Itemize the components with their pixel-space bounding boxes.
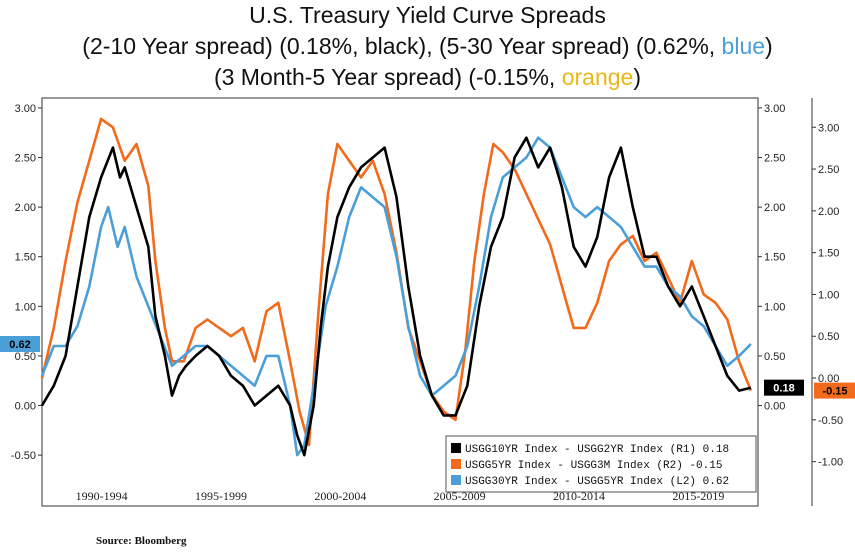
r2-tick-label-2: 2.00 xyxy=(818,206,839,218)
right-axis-r2: 3.00 2.50 2.00 1.50 1.00 0.50 0.00 -0.50 -1.00 xyxy=(811,98,843,506)
left-tick-label-4: 1.00 xyxy=(15,301,36,313)
source-note: Source: Bloomberg xyxy=(96,535,187,547)
r2-tick-label-4: 1.00 xyxy=(818,289,839,301)
r1-tick-label-3: 1.50 xyxy=(764,252,785,264)
legend-label-2: USGG30YR Index - USGG5YR Index (L2) 0.62 xyxy=(465,476,729,488)
left-axis-l2: 3.00 2.50 2.00 1.50 1.00 0.50 0.00 -0.50 xyxy=(11,103,42,462)
left-tick-label-2: 2.00 xyxy=(15,202,36,214)
title-blue-word: blue xyxy=(721,33,766,59)
value-badge-2 xyxy=(814,382,855,399)
left-tick-label-7: -0.50 xyxy=(11,450,36,462)
series-line-2 xyxy=(40,136,752,457)
r2-tick-label-5: 0.50 xyxy=(818,331,839,343)
value-badge-label-0: 0.62 xyxy=(9,339,30,351)
legend: USGG10YR Index - USGG2YR Index (R1) 0.18… xyxy=(445,435,757,493)
value-badge-label-2: -0.15 xyxy=(822,386,847,398)
r1-tick-label-2: 2.00 xyxy=(764,202,785,214)
legend-label-0: USGG10YR Index - USGG2YR Index (R1) 0.18 xyxy=(465,444,729,456)
r2-tick-label-0: 3.00 xyxy=(818,122,839,134)
left-tick-label-0: 3.00 xyxy=(15,103,36,115)
left-tick-label-3: 1.50 xyxy=(15,252,36,264)
r1-tick-label-1: 2.50 xyxy=(764,153,785,165)
legend-swatch-1 xyxy=(451,459,461,469)
r2-tick-label-7: -0.50 xyxy=(818,415,843,427)
title-line-3: (3 Month-5 Year spread) (-0.15%, orange) xyxy=(213,64,642,90)
x-category-label-1: 1995-1999 xyxy=(195,489,247,503)
r2-tick-label-3: 1.50 xyxy=(818,248,839,260)
value-badge-label-1: 0.18 xyxy=(773,383,794,395)
title-line-1: U.S. Treasury Yield Curve Spreads xyxy=(249,2,606,28)
value-badge-1 xyxy=(764,379,804,396)
r1-tick-label-5: 0.50 xyxy=(764,351,785,363)
legend-box xyxy=(445,435,757,493)
chart-title: U.S. Treasury Yield Curve Spreads (2-10 … xyxy=(0,0,855,93)
r1-tick-label-0: 3.00 xyxy=(764,103,785,115)
left-tick-label-6: 0.00 xyxy=(15,401,36,413)
right-axis-r1: 3.00 2.50 2.00 1.50 1.00 0.50 0.00 xyxy=(758,103,785,413)
left-tick-label-1: 2.50 xyxy=(15,153,36,165)
left-tick-label-5: 0.50 xyxy=(15,351,36,363)
legend-label-1: USGG5YR Index - USGG3M Index (R2) -0.15 xyxy=(465,460,722,472)
legend-swatch-2 xyxy=(451,475,461,485)
title-orange-word: orange xyxy=(561,64,634,90)
series-lines xyxy=(40,117,753,457)
x-category-label-0: 1990-1994 xyxy=(76,489,128,503)
series-line-0 xyxy=(40,136,752,457)
r1-tick-label-6: 0.00 xyxy=(764,401,785,413)
x-category-label-2: 2000-2004 xyxy=(314,489,366,503)
r2-tick-label-1: 2.50 xyxy=(818,164,839,176)
title-line-2: (2-10 Year spread) (0.18%, black), (5-30… xyxy=(82,33,773,59)
r2-tick-label-6: 0.00 xyxy=(818,373,839,385)
r2-tick-label-8: -1.00 xyxy=(818,457,843,469)
legend-swatch-0 xyxy=(451,443,461,453)
value-badges: 0.62 0.18 -0.15 xyxy=(0,336,855,399)
r1-tick-label-4: 1.00 xyxy=(764,301,785,313)
series-line-1 xyxy=(40,117,753,447)
value-badge-0 xyxy=(0,336,40,353)
